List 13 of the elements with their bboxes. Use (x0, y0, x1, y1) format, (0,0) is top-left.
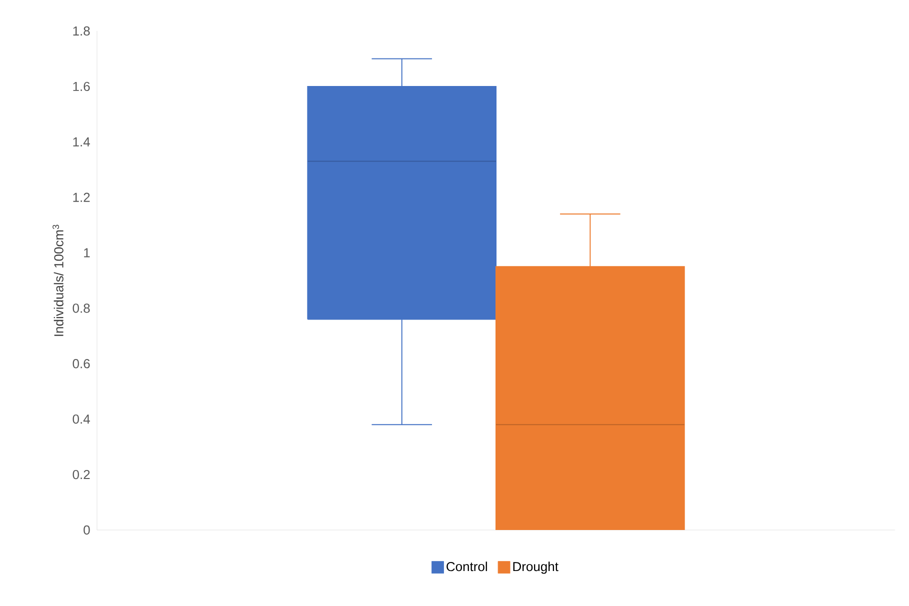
y-tick-label: 1.8 (73, 26, 90, 36)
y-tick-label: 0.6 (72, 359, 90, 368)
y-tick-label: 0.2 (72, 470, 90, 480)
y-tick-label: 1 (84, 248, 90, 258)
legend-label: Drought (513, 562, 558, 574)
y-tick-label: 0.4 (72, 414, 90, 424)
y-axis-title: Individuals/ 100cm$^{3}$ (52, 224, 64, 336)
y-tick-label: 0 (84, 525, 90, 535)
legend-label: Control (446, 562, 487, 572)
y-tick-label: 1.2 (73, 192, 90, 202)
y-tick-label: 0.8 (72, 304, 90, 313)
y-tick-label: 1.6 (73, 82, 90, 92)
y-tick-label: 1.4 (73, 137, 90, 146)
